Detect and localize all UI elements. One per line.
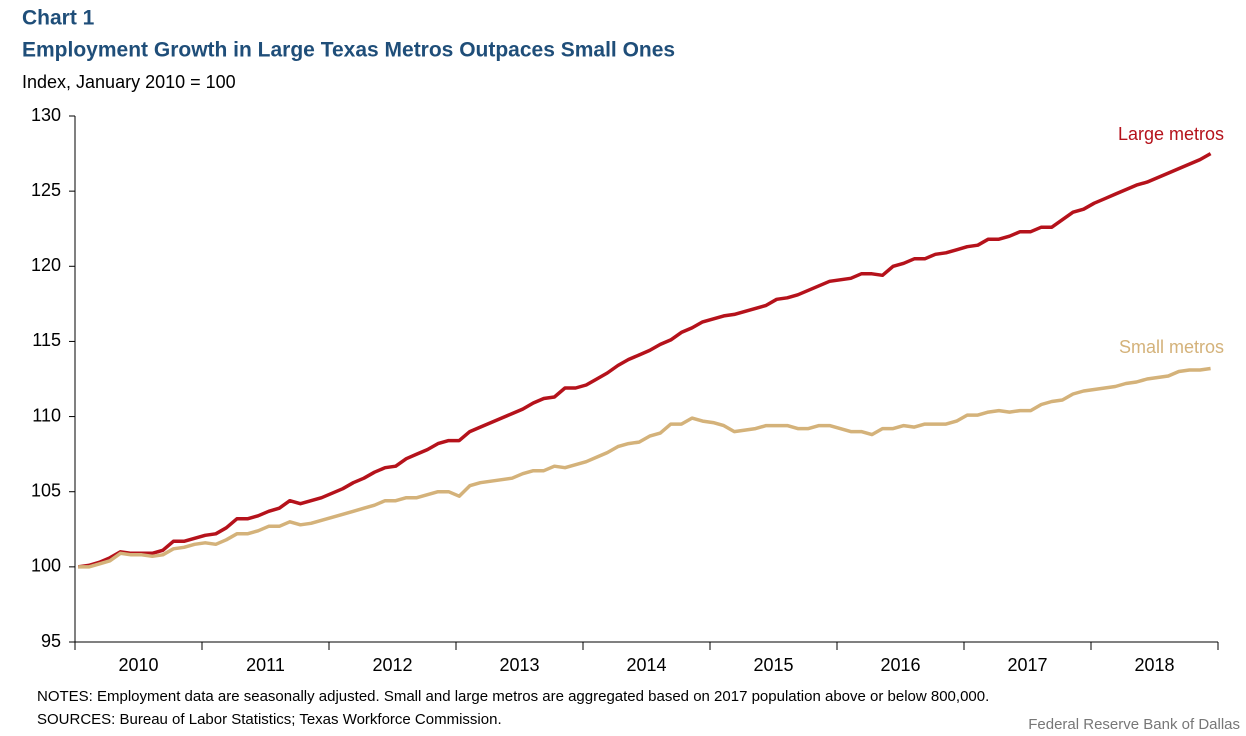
- x-tick-label: 2017: [1007, 655, 1047, 675]
- y-tick-label: 110: [32, 405, 61, 425]
- y-tick-label: 120: [31, 255, 61, 275]
- x-tick-label: 2018: [1134, 655, 1174, 675]
- x-tick-label: 2013: [499, 655, 539, 675]
- series-label: Small metros: [1119, 337, 1224, 357]
- x-tick-label: 2011: [246, 655, 285, 675]
- notes: NOTES: Employment data are seasonally ad…: [37, 688, 989, 705]
- x-tick-label: 2010: [118, 655, 158, 675]
- sources: SOURCES: Bureau of Labor Statistics; Tex…: [37, 711, 502, 728]
- chart-title: Employment Growth in Large Texas Metros …: [22, 39, 675, 62]
- series-line: [78, 366, 1211, 569]
- y-tick-label: 95: [41, 631, 61, 651]
- series-line: [77, 152, 1212, 569]
- chart-subtitle: Index, January 2010 = 100: [22, 72, 236, 92]
- credit: Federal Reserve Bank of Dallas: [1028, 716, 1240, 733]
- series-label: Large metros: [1118, 124, 1224, 144]
- y-tick-label: 115: [32, 330, 61, 350]
- y-tick-label: 130: [31, 105, 61, 125]
- x-tick-label: 2015: [753, 655, 793, 675]
- x-tick-label: 2014: [626, 655, 666, 675]
- x-tick-label: 2012: [372, 655, 412, 675]
- y-tick-label: 100: [31, 556, 61, 576]
- y-tick-label: 125: [31, 180, 61, 200]
- chart-label: Chart 1: [22, 7, 95, 30]
- y-tick-label: 105: [31, 480, 61, 500]
- x-tick-label: 2016: [880, 655, 920, 675]
